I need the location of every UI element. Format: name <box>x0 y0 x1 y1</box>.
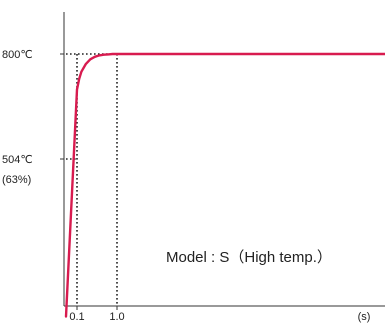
y-tick-label-0: 800℃ <box>2 49 33 61</box>
x-unit-label: (s) <box>358 311 371 323</box>
series-line-0 <box>64 52 385 318</box>
guide-lines <box>60 53 118 310</box>
y-tick-sublabel-1: (63%) <box>2 174 31 186</box>
series-layer <box>64 52 385 318</box>
x-tick-label-0: 0.1 <box>69 311 84 323</box>
x-tick-label-1: 1.0 <box>109 311 124 323</box>
y-tick-label-1: 504℃ <box>2 154 33 166</box>
chart-annotation: Model : S（High temp.） <box>166 249 332 266</box>
tick-labels: 800℃ 504℃ (63%) 0.1 1.0 <box>2 49 125 323</box>
